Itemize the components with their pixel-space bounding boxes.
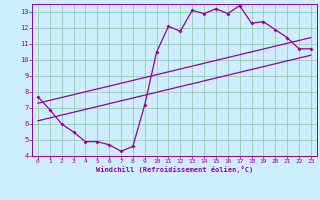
X-axis label: Windchill (Refroidissement éolien,°C): Windchill (Refroidissement éolien,°C) bbox=[96, 166, 253, 173]
